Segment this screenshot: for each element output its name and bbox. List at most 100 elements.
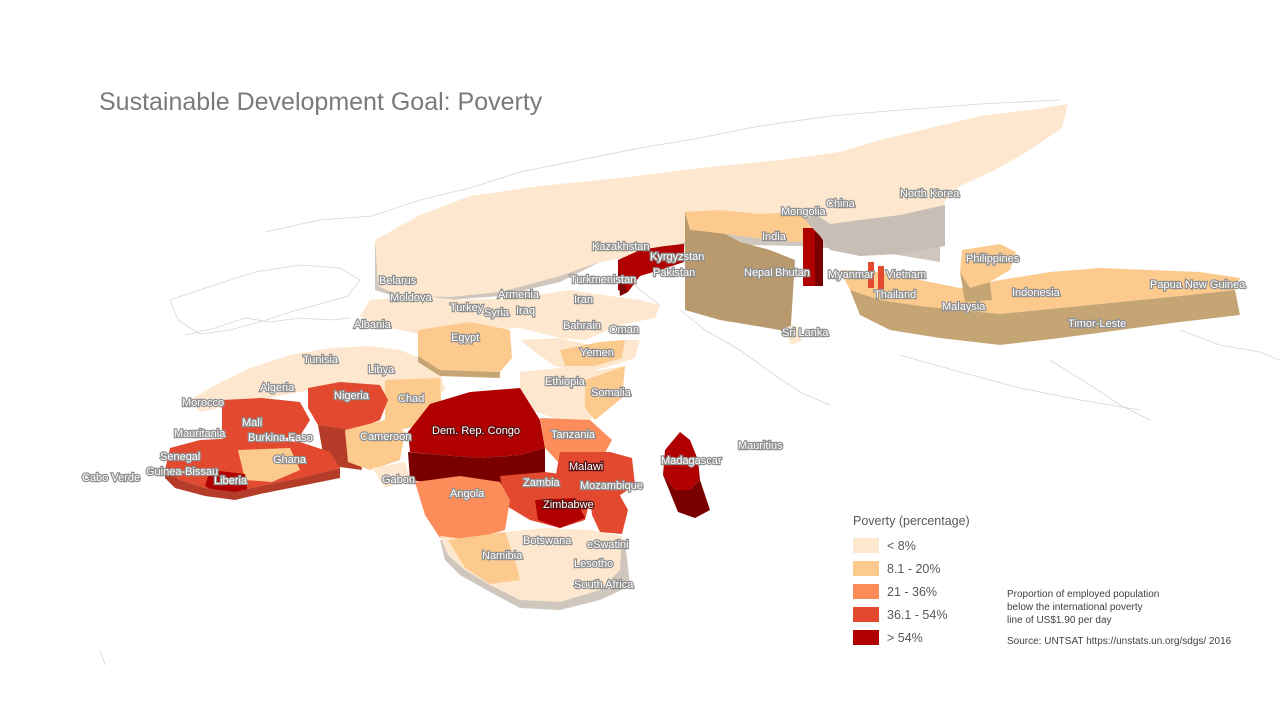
label-sri-lanka: Sri Lanka: [782, 327, 829, 339]
note-line: line of US$1.90 per day: [1007, 615, 1112, 626]
madagascar-top: [663, 432, 700, 490]
label-north-korea: North Korea: [900, 188, 960, 200]
egypt-side: [418, 356, 500, 378]
label-pakistan: Pakistan: [653, 267, 695, 279]
label-kazakhstan: Kazakhstan: [592, 241, 649, 253]
somalia-block: [585, 366, 625, 420]
china-top: [812, 184, 945, 224]
label-dr-congo: Dem. Rep. Congo: [432, 425, 520, 437]
label-nepal: Nepal: [744, 267, 773, 279]
sea-top: [840, 268, 1240, 314]
ghana-region: [238, 448, 300, 482]
legend-swatch: [853, 630, 879, 645]
label-iran: Iran: [574, 294, 593, 306]
label-tunisia: Tunisia: [303, 354, 339, 366]
label-timor-leste: Timor-Leste: [1068, 318, 1126, 330]
label-cabo-verde: Cabo Verde: [82, 472, 140, 484]
indicator-note: Proportion of employed population below …: [1007, 588, 1207, 627]
label-bahrain: Bahrain: [563, 320, 601, 332]
label-liberia: Liberia: [214, 475, 248, 487]
legend-item: 21 - 36%: [853, 580, 1003, 603]
label-indonesia: Indonesia: [1012, 287, 1061, 299]
mali-block: [222, 398, 310, 444]
label-zambia: Zambia: [523, 477, 561, 489]
label-namibia: Namibia: [482, 550, 523, 562]
label-ethiopia: Ethiopia: [545, 376, 586, 388]
label-burkina-faso: Burkina Faso: [248, 432, 313, 444]
egypt-block: [418, 322, 512, 372]
label-belarus: Belarus: [379, 275, 417, 287]
angola-block: [415, 476, 510, 540]
source-text: Source: UNTSAT https://unstats.un.org/sd…: [1007, 636, 1232, 647]
label-armenia: Armenia: [498, 289, 540, 301]
label-iraq: Iraq: [516, 305, 535, 317]
sri-lanka: [782, 325, 802, 345]
label-china: China: [826, 198, 856, 210]
label-oman: Oman: [609, 324, 639, 336]
label-gabon: Gabon: [382, 474, 415, 486]
label-cameroon: Cameroon: [360, 431, 411, 443]
philippines: [960, 244, 1016, 288]
legend-swatch: [853, 607, 879, 622]
pakistan-side: [618, 272, 628, 296]
west-coast-side: [165, 468, 340, 500]
label-yemen: Yemen: [580, 347, 614, 359]
bangladesh-bar-side: [815, 232, 823, 286]
namibia-block: [448, 532, 520, 584]
gabon-block: [372, 462, 410, 488]
label-turkey: Turkey: [450, 302, 484, 314]
legend-swatch: [853, 584, 879, 599]
liberia: [205, 470, 248, 494]
label-nigeria: Nigeria: [334, 390, 370, 402]
label-mozambique: Mozambique: [580, 480, 643, 492]
legend-swatch: [853, 538, 879, 553]
map-legend: Poverty (percentage) < 8% 8.1 - 20% 21 -…: [853, 514, 1003, 649]
label-syria: Syria: [484, 307, 510, 319]
philippines-side: [960, 272, 992, 302]
label-mauritania: Mauritania: [174, 428, 226, 440]
india-side: [685, 212, 795, 340]
legend-swatch: [853, 561, 879, 576]
label-morocco: Morocco: [182, 397, 224, 409]
legend-label: > 54%: [887, 630, 923, 645]
label-vietnam: Vietnam: [886, 269, 926, 281]
legend-label: < 8%: [887, 538, 916, 553]
nigeria-block: [308, 382, 388, 430]
label-malawi: Malawi: [569, 461, 603, 473]
label-madagascar: Madagascar: [661, 455, 722, 467]
label-algeria: Algeria: [260, 382, 295, 394]
note-line: Proportion of employed population: [1007, 589, 1160, 600]
label-zimbabwe: Zimbabwe: [543, 499, 594, 511]
label-libya: Libya: [368, 364, 395, 376]
africa-south: [440, 528, 630, 610]
south-asia: [618, 184, 945, 340]
legend-item: > 54%: [853, 626, 1003, 649]
north-africa: [190, 346, 445, 412]
legend-item: 36.1 - 54%: [853, 603, 1003, 626]
myanmar-bar: [868, 262, 874, 288]
legend-label: 36.1 - 54%: [887, 607, 948, 622]
label-papua-new-guinea: Papua New Guinea: [1150, 279, 1246, 291]
slide-title: Sustainable Development Goal: Poverty: [99, 88, 543, 116]
label-ghana: Ghana: [273, 454, 307, 466]
label-somalia: Somalia: [591, 387, 632, 399]
label-malaysia: Malaysia: [942, 301, 986, 313]
label-moldova: Moldova: [390, 292, 432, 304]
label-myanmar: Myanmar: [828, 269, 874, 281]
legend-label: 21 - 36%: [887, 584, 938, 599]
label-eswatini: eSwatini: [587, 539, 629, 551]
eurasia-north: [375, 104, 1068, 297]
madagascar: [663, 432, 710, 518]
legend-title: Poverty (percentage): [853, 514, 970, 528]
label-mongolia: Mongolia: [781, 206, 827, 218]
label-kyrgyzstan: Kyrgyzstan: [650, 251, 704, 263]
label-guinea-bissau: Guinea-Bissau: [146, 466, 218, 478]
sea-side: [850, 290, 1240, 345]
note-line: below the international poverty: [1007, 602, 1143, 613]
label-thailand: Thailand: [874, 289, 916, 301]
country-labels: North Korea China Mongolia India Kazakhs…: [81, 187, 1248, 592]
pakistan-kyrgyz: [618, 244, 684, 292]
label-angola: Angola: [450, 488, 485, 500]
